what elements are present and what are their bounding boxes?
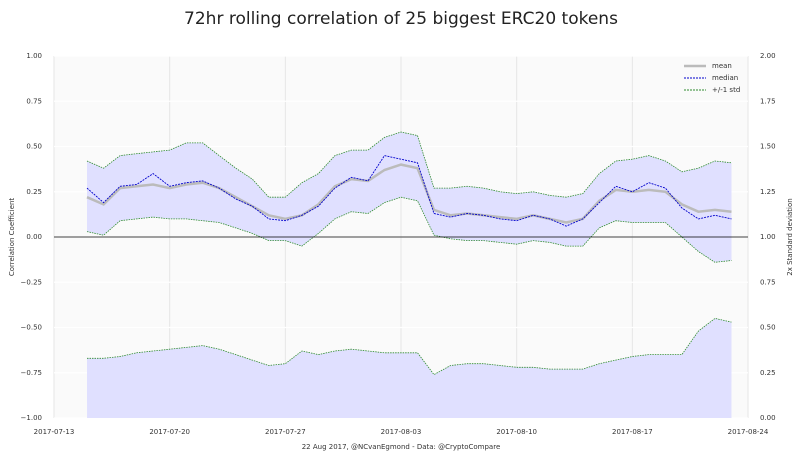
legend-label: +/-1 std (712, 86, 740, 94)
chart-title: 72hr rolling correlation of 25 biggest E… (184, 9, 618, 29)
x-tick-label: 2017-08-24 (728, 428, 769, 436)
y-tick-label: 1.00 (26, 52, 42, 60)
y-tick-label: 0.00 (26, 233, 42, 241)
median-line (86, 155, 732, 227)
std-lower-line (86, 196, 732, 263)
y-axis-label: Correlation Coefficient (8, 198, 16, 277)
y2-tick-label: 1.00 (760, 233, 776, 241)
x-axis-label: 22 Aug 2017, @NCvanEgmond - Data: @Crypt… (302, 443, 501, 451)
y2-tick-label: 0.00 (760, 414, 776, 422)
y2-tick-label: 0.25 (760, 369, 776, 377)
std-band (87, 132, 732, 263)
mean-line (86, 163, 732, 224)
std-upper-line (86, 131, 732, 198)
x-tick-label: 2017-08-17 (612, 428, 653, 436)
y-tick-label: −1.00 (21, 414, 42, 422)
x-tick-label: 2017-07-27 (265, 428, 306, 436)
y2-tick-label: 0.50 (760, 324, 776, 332)
y2-axis-label: 2x Standard deviation (786, 198, 794, 275)
y-tick-label: −0.75 (21, 369, 42, 377)
y-tick-label: 0.75 (26, 97, 42, 105)
y-tick-label: −0.25 (21, 278, 42, 286)
y2-tick-label: 2.00 (760, 52, 776, 60)
std-line (87, 317, 732, 376)
y-tick-label: −0.50 (21, 324, 42, 332)
y-tick-label: 0.25 (26, 188, 42, 196)
y2-tick-label: 0.75 (760, 278, 776, 286)
x-tick-label: 2017-08-10 (496, 428, 537, 436)
y2-tick-label: 1.50 (760, 143, 776, 151)
x-tick-label: 2017-07-13 (34, 428, 75, 436)
y2-tick-label: 1.75 (760, 97, 776, 105)
legend-label: mean (712, 62, 732, 70)
y2-tick-label: 1.25 (760, 188, 776, 196)
std-area (87, 318, 732, 418)
legend-label: median (712, 74, 738, 82)
x-tick-label: 2017-08-03 (381, 428, 422, 436)
x-tick-label: 2017-07-20 (149, 428, 190, 436)
y-tick-label: 0.50 (26, 143, 42, 151)
